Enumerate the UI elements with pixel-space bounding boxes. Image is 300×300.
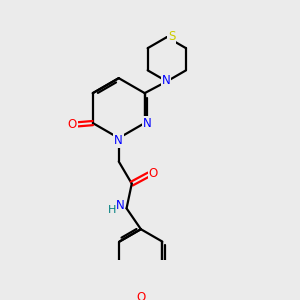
Text: N: N xyxy=(143,117,152,130)
Text: O: O xyxy=(67,118,76,131)
Text: S: S xyxy=(168,30,175,43)
Text: H: H xyxy=(108,205,116,215)
Text: N: N xyxy=(116,199,124,212)
Text: O: O xyxy=(137,291,146,300)
Text: O: O xyxy=(149,167,158,180)
Text: N: N xyxy=(114,134,123,147)
Text: N: N xyxy=(162,74,170,87)
